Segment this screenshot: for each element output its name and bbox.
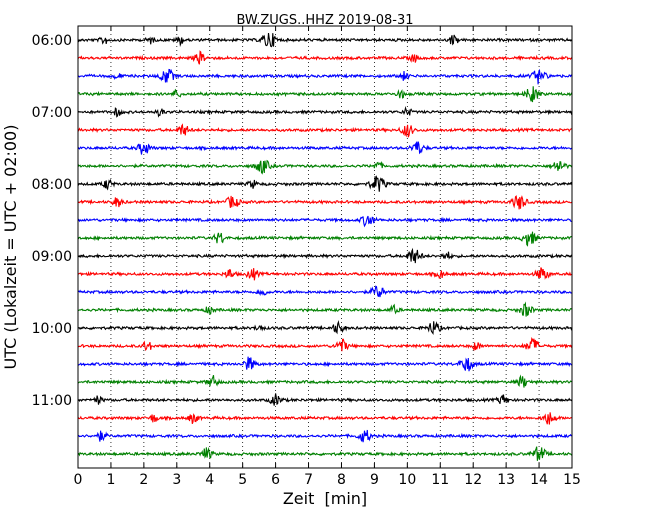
x-tick-label: 10 bbox=[398, 472, 416, 488]
y-tick-label: 07:00 bbox=[32, 105, 72, 121]
trace-row bbox=[77, 446, 573, 461]
trace-row bbox=[77, 50, 573, 65]
x-tick-label: 5 bbox=[238, 472, 247, 488]
y-tick-label: 10:00 bbox=[32, 321, 72, 337]
y-axis-ticks: 06:00 07:00 08:00 09:00 10:00 11:00 bbox=[32, 33, 572, 409]
trace-row bbox=[77, 195, 573, 210]
x-tick-label: 7 bbox=[304, 472, 313, 488]
trace-row bbox=[77, 123, 573, 138]
trace-row bbox=[77, 301, 573, 317]
x-tick-label: 1 bbox=[106, 472, 115, 488]
trace-row bbox=[77, 267, 573, 281]
chart-title: BW.ZUGS..HHZ 2019-08-31 bbox=[236, 13, 413, 28]
y-tick-label: 11:00 bbox=[32, 393, 72, 409]
trace-row bbox=[77, 247, 573, 264]
y-tick-label: 08:00 bbox=[32, 177, 72, 193]
trace-row bbox=[77, 33, 573, 48]
x-tick-label: 13 bbox=[497, 472, 515, 488]
x-tick-label: 6 bbox=[271, 472, 280, 488]
trace-row bbox=[77, 429, 573, 443]
x-tick-label: 15 bbox=[563, 472, 581, 488]
trace-row bbox=[77, 141, 573, 155]
x-tick-label: 8 bbox=[337, 472, 346, 488]
trace-row bbox=[77, 337, 573, 352]
y-axis-label: UTC (Lokalzeit = UTC + 02:00) bbox=[1, 125, 20, 370]
x-axis-label: Zeit [min] bbox=[283, 489, 367, 508]
trace-row bbox=[77, 159, 573, 175]
trace-row bbox=[77, 105, 573, 118]
trace-row bbox=[77, 393, 573, 406]
trace-row bbox=[77, 231, 573, 247]
y-tick-label: 09:00 bbox=[32, 249, 72, 265]
trace-row bbox=[77, 86, 573, 103]
plot-frame bbox=[77, 25, 573, 469]
trace-row bbox=[77, 412, 573, 425]
x-tick-label: 2 bbox=[139, 472, 148, 488]
x-tick-label: 11 bbox=[431, 472, 449, 488]
y-tick-label: 06:00 bbox=[32, 33, 72, 49]
x-tick-label: 4 bbox=[205, 472, 214, 488]
x-tick-label: 14 bbox=[530, 472, 548, 488]
trace-row bbox=[77, 215, 573, 228]
x-axis-ticks: 0 1 2 3 4 5 6 7 8 9 10 11 12 13 14 15 bbox=[74, 26, 581, 488]
trace-row bbox=[77, 320, 573, 336]
x-tick-label: 12 bbox=[464, 472, 482, 488]
traces bbox=[77, 33, 573, 461]
x-tick-label: 0 bbox=[74, 472, 83, 488]
x-tick-label: 3 bbox=[172, 472, 181, 488]
trace-row bbox=[77, 285, 573, 298]
trace-row bbox=[77, 356, 572, 372]
trace-row bbox=[77, 374, 573, 388]
x-tick-label: 9 bbox=[370, 472, 379, 488]
trace-row bbox=[77, 68, 573, 85]
trace-row bbox=[77, 174, 573, 192]
